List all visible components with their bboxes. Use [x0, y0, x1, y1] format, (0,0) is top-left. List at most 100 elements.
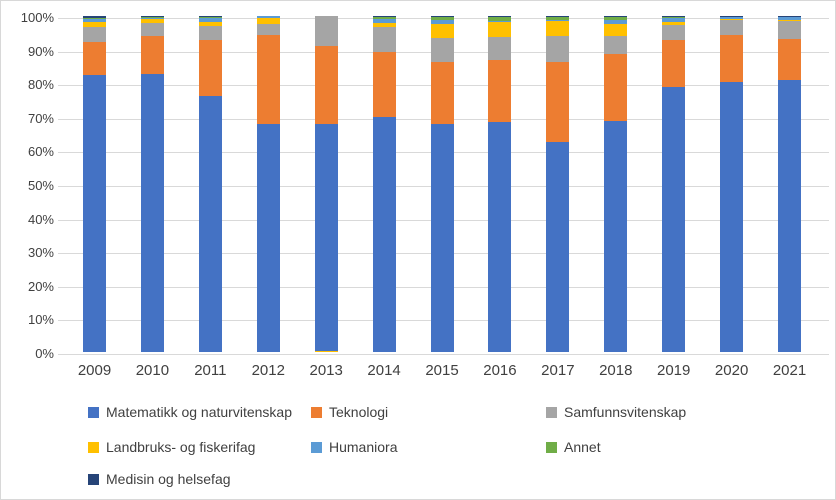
- bar-segment-2014-annet: [372, 17, 396, 20]
- bar-segment-2019-annet: [662, 17, 686, 18]
- bar-segment-2021-samfunnsvitenskap: [778, 21, 802, 39]
- bar-segment-2021-medisin-og-helsefag: [778, 16, 802, 18]
- bar-2015: [430, 16, 454, 352]
- bar-segment-2021-humaniora: [778, 17, 802, 21]
- bar-segment-2011-matematikk-og-naturvitenskap: [198, 95, 222, 352]
- legend-label: Medisin og helsefag: [106, 471, 231, 487]
- bar-segment-2010-samfunnsvitenskap: [140, 22, 164, 36]
- y-axis-label-30: 30%: [27, 245, 54, 261]
- legend-item-samfunnsvitenskap: Samfunnsvitenskap: [546, 404, 686, 420]
- legend-item-teknologi: Teknologi: [311, 404, 388, 420]
- y-axis-label-70: 70%: [27, 110, 54, 126]
- bar-segment-2015-humaniora: [430, 20, 454, 25]
- bar-segment-2014-matematikk-og-naturvitenskap: [372, 117, 396, 352]
- bar-segment-2015-teknologi: [430, 62, 454, 125]
- y-axis-label-60: 60%: [27, 144, 54, 160]
- bar-segment-2013-teknologi: [314, 45, 338, 124]
- bar-segment-2019-humaniora: [662, 17, 686, 23]
- y-axis-label-0: 0%: [35, 346, 54, 361]
- legend-marker-icon: [311, 406, 322, 418]
- bar-segment-2017-medisin-og-helsefag: [546, 16, 570, 18]
- legend-label: Matematikk og naturvitenskap: [106, 404, 292, 420]
- bar-segment-2019-samfunnsvitenskap: [662, 25, 686, 41]
- bar-segment-2021-landbruks-og-fiskerifag: [778, 20, 802, 22]
- x-axis-label-2020: 2020: [714, 362, 749, 379]
- y-axis-label-20: 20%: [27, 278, 54, 294]
- bar-segment-2019-landbruks-og-fiskerifag: [662, 22, 686, 26]
- bar-segment-2013-landbruks-og-fiskerifag: [314, 350, 338, 352]
- bar-segment-2010-medisin-og-helsefag: [140, 16, 164, 18]
- bar-segment-2009-humaniora: [83, 19, 106, 22]
- bar-segment-2018-samfunnsvitenskap: [604, 36, 628, 54]
- x-axis-label-2012: 2012: [251, 362, 285, 379]
- bar-segment-2021-teknologi: [778, 38, 802, 81]
- legend-item-annet: Annet: [546, 439, 601, 455]
- bar-segment-2018-matematikk-og-naturvitenskap: [604, 121, 628, 352]
- bar-segment-2016-samfunnsvitenskap: [488, 36, 512, 60]
- bar-segment-2012-samfunnsvitenskap: [256, 23, 280, 36]
- bar-segment-2018-teknologi: [604, 53, 628, 122]
- bar-segment-2019-teknologi: [662, 40, 686, 87]
- bar-segment-2010-teknologi: [140, 35, 164, 74]
- bar-segment-2017-samfunnsvitenskap: [546, 36, 570, 63]
- x-axis-label-2019: 2019: [657, 362, 691, 379]
- bar-segment-2010-matematikk-og-naturvitenskap: [140, 73, 164, 352]
- bar-segment-2015-annet: [430, 17, 454, 21]
- y-axis-label-80: 80%: [27, 77, 54, 93]
- bar-segment-2011-samfunnsvitenskap: [198, 25, 222, 40]
- bar-segment-2011-annet: [198, 17, 222, 19]
- bar-segment-2020-landbruks-og-fiskerifag: [720, 19, 744, 21]
- y-axis-label-10: 10%: [27, 312, 54, 328]
- y-axis-label-40: 40%: [27, 211, 54, 227]
- bar-segment-2016-landbruks-og-fiskerifag: [488, 22, 512, 37]
- legend-marker-icon: [88, 473, 99, 485]
- legend-marker-icon: [546, 406, 557, 418]
- bar-segment-2015-matematikk-og-naturvitenskap: [430, 124, 454, 352]
- legend-item-medisin-og-helsefag: Medisin og helsefag: [88, 471, 231, 487]
- bar-segment-2009-medisin-og-helsefag: [83, 16, 106, 18]
- bar-segment-2010-annet: [140, 17, 164, 18]
- y-axis-label-50: 50%: [27, 178, 54, 193]
- bar-segment-2017-landbruks-og-fiskerifag: [546, 21, 570, 37]
- x-axis-label-2011: 2011: [194, 362, 227, 379]
- bar-segment-2010-humaniora: [140, 17, 164, 20]
- bar-segment-2014-medisin-og-helsefag: [372, 16, 396, 18]
- x-axis-label-2021: 2021: [772, 362, 807, 379]
- bar-segment-2020-samfunnsvitenskap: [720, 20, 744, 36]
- bar-segment-2012-humaniora: [256, 16, 280, 19]
- bar-segment-2017-annet: [546, 17, 570, 20]
- legend-marker-icon: [546, 441, 557, 453]
- y-axis-label-100: 100%: [20, 10, 54, 25]
- bar-segment-2014-landbruks-og-fiskerifag: [372, 23, 396, 28]
- bar-segment-2020-matematikk-og-naturvitenskap: [720, 81, 744, 352]
- bar-2021: [778, 16, 802, 352]
- bar-2019: [662, 16, 686, 352]
- legend-marker-icon: [311, 441, 322, 453]
- bar-segment-2019-medisin-og-helsefag: [662, 16, 686, 18]
- bar-segment-2020-medisin-og-helsefag: [720, 16, 744, 17]
- bar-2016: [488, 16, 512, 352]
- bar-segment-2009-samfunnsvitenskap: [83, 27, 106, 42]
- legend-label: Humaniora: [329, 439, 398, 455]
- bar-segment-2011-humaniora: [198, 18, 222, 22]
- bar-segment-2018-annet: [604, 17, 628, 21]
- bar-segment-2018-medisin-og-helsefag: [604, 16, 628, 18]
- bar-segment-2014-samfunnsvitenskap: [372, 27, 396, 52]
- bar-segment-2019-matematikk-og-naturvitenskap: [662, 86, 686, 352]
- bar-segment-2009-landbruks-og-fiskerifag: [83, 21, 106, 28]
- bar-segment-2017-humaniora: [546, 19, 570, 22]
- bar-segment-2016-teknologi: [488, 59, 512, 122]
- bar-segment-2012-landbruks-og-fiskerifag: [256, 18, 280, 24]
- legend-item-humaniora: Humaniora: [311, 439, 397, 455]
- bar-segment-2017-matematikk-og-naturvitenskap: [546, 142, 570, 352]
- bar-segment-2016-medisin-og-helsefag: [488, 16, 512, 18]
- y-axis-label-90: 90%: [27, 43, 54, 59]
- bar-2018: [604, 16, 628, 352]
- bar-segment-2012-teknologi: [256, 35, 280, 124]
- bar-segment-2020-humaniora: [720, 17, 744, 20]
- bar-segment-2009-teknologi: [83, 41, 106, 76]
- bar-2010: [140, 16, 164, 352]
- bar-segment-2014-teknologi: [372, 51, 396, 118]
- bar-segment-2013-matematikk-og-naturvitenskap: [314, 123, 338, 351]
